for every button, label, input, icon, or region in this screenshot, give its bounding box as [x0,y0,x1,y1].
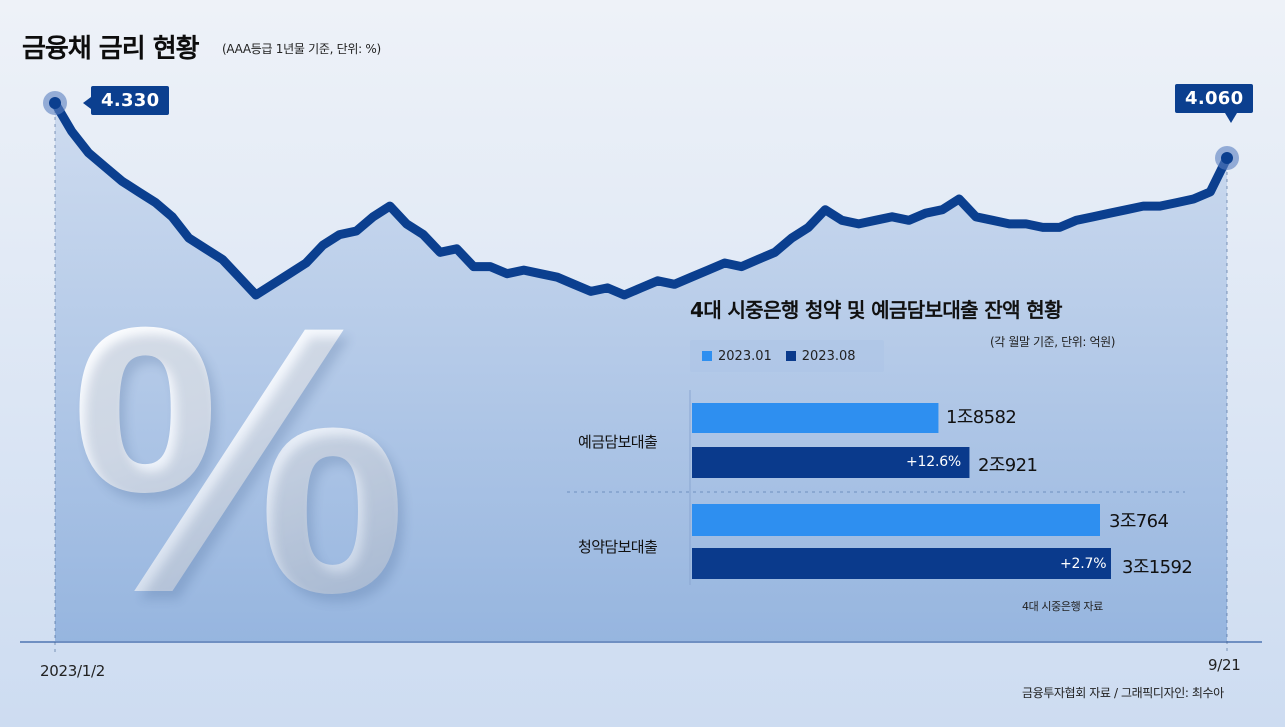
rate-point-13 [271,282,275,286]
rate-point-44 [790,236,794,240]
rate-point-19 [371,215,375,219]
end-marker-dot [1221,152,1233,164]
rate-point-66 [1158,204,1162,208]
change-label-deposit: +12.6% [906,454,962,470]
rate-point-57 [1007,222,1011,226]
inset-source-note: 4대 시중은행 자료 [1022,600,1103,613]
rate-point-33 [606,286,610,290]
rate-point-29 [539,272,543,276]
rate-point-45 [806,225,810,229]
rate-point-56 [991,218,995,222]
rate-point-16 [321,243,325,247]
bar-value-deposit-jan: 1조8582 [946,407,1017,428]
inset-legend: 2023.01 2023.08 [690,340,884,372]
rate-point-54 [957,197,961,201]
rate-point-22 [421,233,425,237]
start-marker-dot [49,97,61,109]
rate-point-6 [153,201,157,205]
rate-point-46 [823,208,827,212]
rate-point-62 [1091,215,1095,219]
category-label-deposit-loan: 예금담보대출 [578,433,658,451]
rate-point-51 [907,218,911,222]
rate-point-11 [237,275,241,279]
legend-item-aug: 2023.08 [785,348,856,364]
rate-point-26 [488,265,492,269]
rate-point-53 [940,208,944,212]
legend-swatch-aug [785,351,796,361]
chart-subtitle: (AAA등급 1년물 기준, 단위: %) [222,42,381,56]
rate-point-41 [739,265,743,269]
rate-point-64 [1125,208,1129,212]
x-axis-end-label: 9/21 [1208,656,1241,674]
rate-point-31 [572,282,576,286]
rate-point-35 [639,286,643,290]
rate-point-12 [254,293,258,297]
rate-point-40 [723,261,727,265]
rate-point-8 [187,236,191,240]
rate-point-48 [857,222,861,226]
rate-point-30 [555,275,559,279]
rate-point-67 [1175,201,1179,205]
rate-point-21 [405,222,409,226]
rate-point-5 [137,190,141,194]
bar-value-subscription-aug: 3조1592 [1122,557,1193,578]
rate-point-58 [1024,222,1028,226]
rate-point-18 [354,229,358,233]
bar-value-subscription-jan: 3조764 [1109,511,1169,532]
rate-point-28 [522,268,526,272]
rate-point-7 [170,215,174,219]
rate-point-55 [974,215,978,219]
category-label-subscription-loan: 청약담보대출 [578,538,658,556]
end-value-callout: 4.060 [1175,84,1254,123]
rate-point-38 [689,275,693,279]
rate-point-68 [1192,197,1196,201]
inset-chart-subtitle: (각 월말 기준, 단위: 억원) [990,335,1116,349]
x-axis-start-label: 2023/1/2 [40,662,105,680]
rate-point-65 [1141,204,1145,208]
rate-point-2 [86,151,90,155]
legend-swatch-jan [702,351,712,361]
rate-point-32 [589,289,593,293]
rate-point-69 [1208,190,1212,194]
rate-point-4 [120,179,124,183]
footer-source-credit: 금융투자협회 자료 / 그래픽디자인: 최수아 [1022,686,1224,700]
rate-point-37 [672,282,676,286]
rate-point-63 [1108,211,1112,215]
rate-point-43 [773,250,777,254]
rate-point-24 [455,247,459,251]
rate-point-61 [1074,218,1078,222]
chart-title: 금융채 금리 현황 [22,34,200,64]
percent-symbol-decoration: % [70,247,408,672]
rate-point-14 [287,272,291,276]
rate-point-10 [220,257,224,261]
rate-point-39 [706,268,710,272]
rate-point-20 [388,204,392,208]
rate-point-3 [103,165,107,169]
legend-label-aug: 2023.08 [801,348,856,364]
rate-point-27 [505,272,509,276]
rate-point-60 [1058,225,1062,229]
rate-point-23 [438,250,442,254]
legend-item-jan: 2023.01 [702,349,772,364]
rate-point-49 [873,218,877,222]
rate-point-50 [890,215,894,219]
bar-value-deposit-aug: 2조921 [978,455,1038,476]
rate-point-1 [70,129,74,133]
rate-point-42 [756,257,760,261]
inset-chart-title: 4대 시중은행 청약 및 예금담보대출 잔액 현황 [690,298,1063,322]
rate-point-34 [622,293,626,297]
rate-point-36 [656,279,660,283]
rate-point-52 [924,211,928,215]
rate-point-25 [472,265,476,269]
rate-point-47 [840,218,844,222]
legend-label-jan: 2023.01 [718,348,772,364]
rate-point-15 [304,261,308,265]
rate-point-9 [204,247,208,251]
change-label-subscription: +2.7% [1060,556,1107,572]
rate-point-17 [338,233,342,237]
rate-point-59 [1041,225,1045,229]
start-value-callout: 4.330 [82,86,170,115]
